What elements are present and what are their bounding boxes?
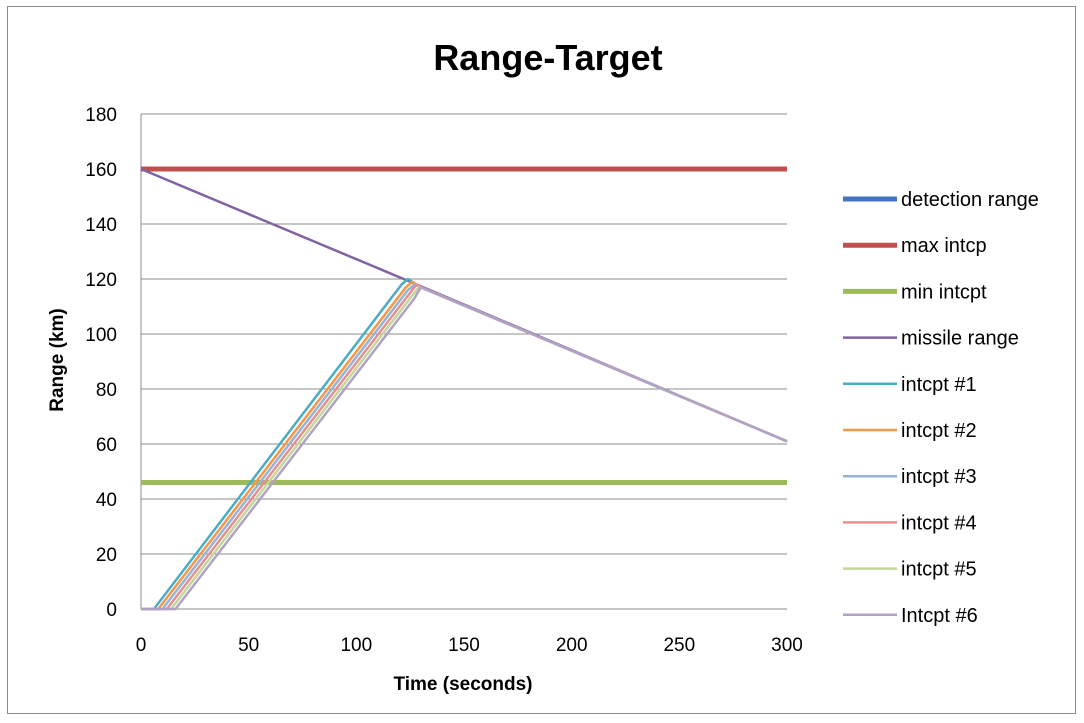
series-line-8	[141, 283, 788, 611]
y-tick-label: 0	[106, 600, 117, 621]
y-tick-label: 20	[96, 545, 117, 566]
legend-label: intcpt #1	[901, 374, 977, 396]
x-tick-label: 0	[136, 635, 147, 656]
y-tick-label: 100	[85, 325, 117, 346]
legend-label: intcpt #5	[901, 559, 977, 581]
x-axis-ticks: 0 50 100 150 200 250 300	[136, 635, 803, 656]
legend-label: missile range	[901, 328, 1019, 350]
grid-lines	[140, 113, 787, 610]
series-line-10	[141, 286, 788, 611]
y-tick-label: 80	[96, 380, 117, 401]
x-tick-label: 250	[663, 635, 695, 656]
y-tick-label: 40	[96, 490, 117, 511]
legend-label: Intcpt #6	[901, 605, 978, 627]
series-lines	[140, 166, 788, 611]
series-line-7	[141, 283, 788, 611]
y-axis-ticks: 0 20 40 60 80 100 120 140 160 180	[85, 105, 117, 621]
legend-label: min intcpt	[901, 281, 987, 303]
x-tick-label: 300	[771, 635, 803, 656]
y-tick-label: 180	[85, 105, 117, 126]
legend: detection range max intcp min intcpt missil…	[843, 189, 1039, 627]
y-tick-label: 160	[85, 160, 117, 181]
legend-label: intcpt #4	[901, 512, 977, 534]
x-tick-label: 200	[556, 635, 588, 656]
x-axis-title: Time (seconds)	[393, 674, 532, 695]
legend-label: intcpt #2	[901, 420, 977, 442]
x-tick-label: 100	[340, 635, 372, 656]
chart-title: Range-Target	[433, 37, 662, 78]
y-tick-label: 140	[85, 215, 117, 236]
legend-label: max intcp	[901, 235, 987, 257]
series-line-6	[141, 280, 788, 611]
x-tick-label: 50	[238, 635, 259, 656]
x-tick-label: 150	[448, 635, 480, 656]
series-line-9	[141, 286, 788, 611]
legend-label: intcpt #3	[901, 466, 977, 488]
y-tick-label: 120	[85, 270, 117, 291]
y-axis-title: Range (km)	[47, 308, 68, 411]
y-tick-label: 60	[96, 435, 117, 456]
legend-label: detection range	[901, 189, 1039, 211]
